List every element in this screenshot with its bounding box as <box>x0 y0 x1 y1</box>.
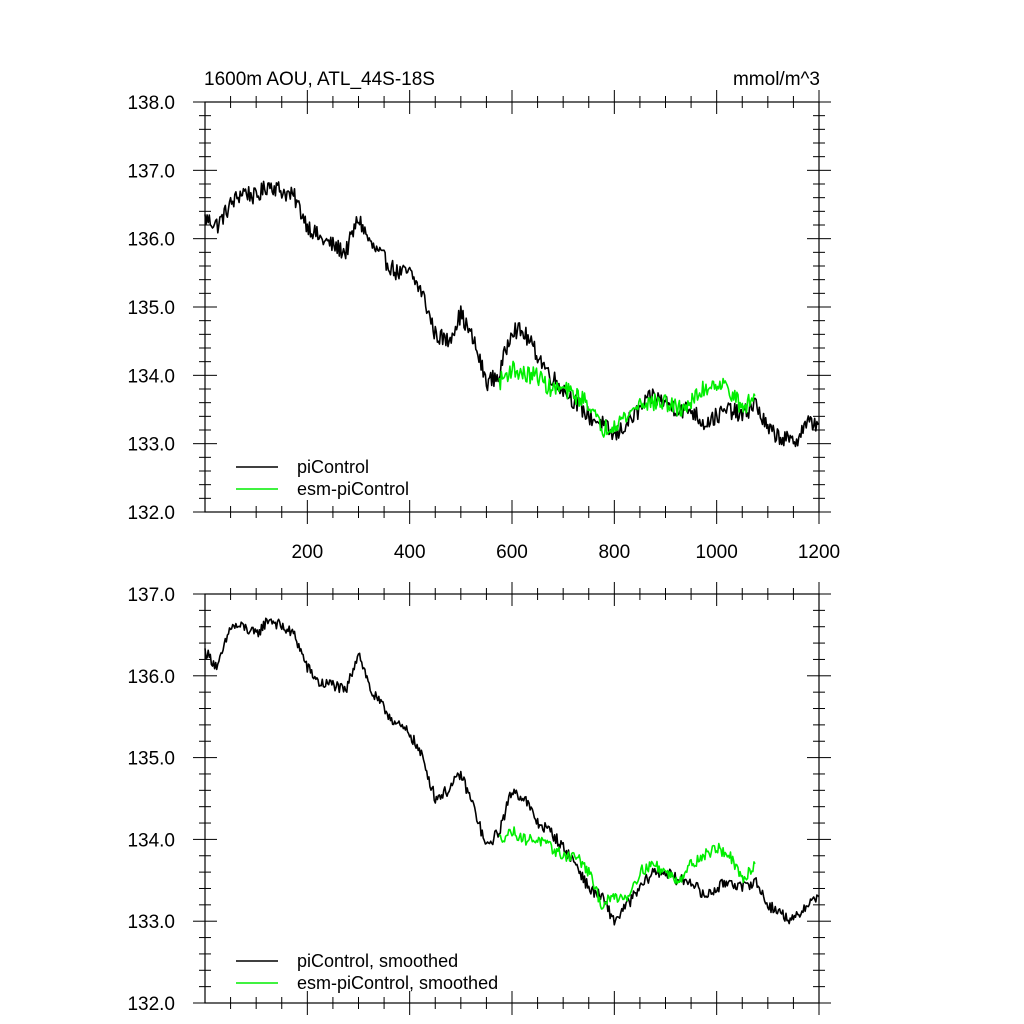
y-tick-label: 137.0 <box>127 585 175 606</box>
y-tick-label: 134.0 <box>127 366 175 387</box>
bottom-panel: 132.0 133.0 134.0 135.0 136.0 137.0 piControl,… <box>127 582 831 1015</box>
y-tick-label: 138.0 <box>127 93 175 114</box>
x-tick-label: 600 <box>496 542 528 563</box>
legend-label-picontrol: piControl <box>297 457 369 477</box>
y-tick-label: 136.0 <box>127 667 175 688</box>
legend-label-picontrol-smoothed: piControl, smoothed <box>297 951 458 971</box>
x-tick-label: 400 <box>394 542 426 563</box>
y-tick-label: 136.0 <box>127 230 175 251</box>
series-line-esm-picontrol <box>498 360 756 438</box>
y-tick-label: 132.0 <box>127 503 175 524</box>
series-line-esm-picontrol-smoothed <box>498 826 756 910</box>
x-tick-label: 1000 <box>696 542 738 563</box>
y-tick-label: 132.0 <box>127 994 175 1015</box>
y-tick-label: 135.0 <box>127 298 175 319</box>
legend-label-esm-picontrol-smoothed: esm-piControl, smoothed <box>297 973 498 993</box>
x-tick-label: 200 <box>291 542 323 563</box>
series-line-picontrol-smoothed <box>204 617 820 926</box>
plot-frame <box>204 593 820 1004</box>
plot-frame <box>204 101 820 513</box>
y-tick-label: 135.0 <box>127 749 175 770</box>
top-panel: 132.0 133.0 134.0 135.0 136.0 137.0 138.0 200 40… <box>127 90 840 563</box>
legend-label-esm-picontrol: esm-piControl <box>297 479 409 499</box>
units-label: mmol/m^3 <box>733 69 820 90</box>
y-tick-label: 133.0 <box>127 912 175 933</box>
y-tick-label: 133.0 <box>127 435 175 456</box>
series-line-picontrol <box>204 180 820 448</box>
x-tick-label: 1200 <box>798 542 840 563</box>
x-tick-label: 800 <box>598 542 630 563</box>
chart-title: 1600m AOU, ATL_44S-18S <box>204 69 435 90</box>
y-tick-label: 134.0 <box>127 830 175 851</box>
y-tick-label: 137.0 <box>127 161 175 182</box>
